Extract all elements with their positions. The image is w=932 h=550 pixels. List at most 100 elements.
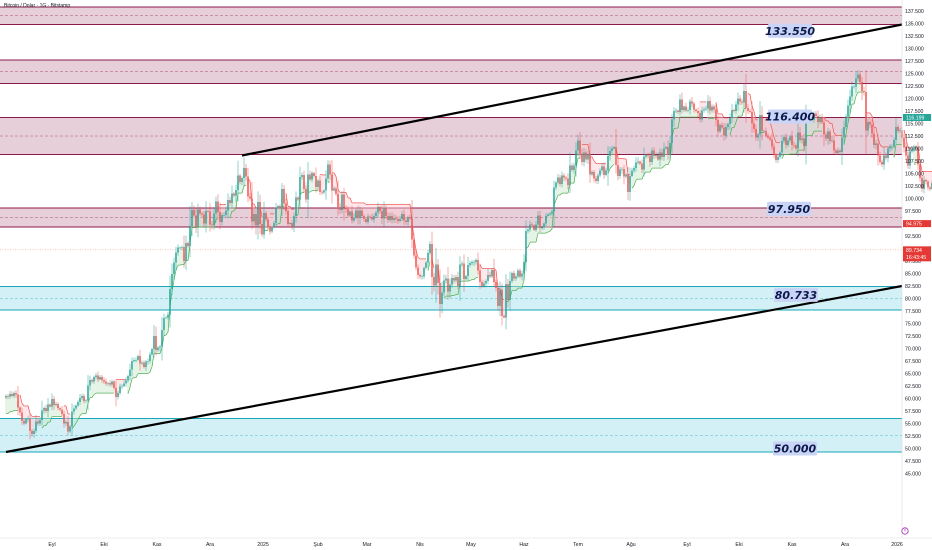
timezone-icon[interactable] [901,527,909,535]
candle-body [577,140,579,151]
supertrend-fill [695,110,697,118]
supertrend-line [493,268,497,271]
supertrend-fill [913,148,915,165]
candle-body [427,253,429,263]
candle-body [305,189,307,200]
supertrend-fill [277,206,279,224]
supertrend-fill [547,215,549,233]
candle-body [93,377,95,382]
candle-body [851,86,853,97]
supertrend-line [449,295,453,297]
candle-body [129,369,131,376]
supertrend-line [661,165,665,169]
y-axis-labels[interactable]: 137.500 135.000 132.500 130.000 127.500 125.0… [905,9,924,478]
candle-body [527,229,529,231]
supertrend-line [165,331,169,336]
x-axis-labels[interactable]: Eyl Eki Kas Ara 2025 Şub Mar Nis May Haz Tem Ağu Eyl… [48,542,902,548]
supertrend-line [555,194,559,201]
candle-body [167,314,169,318]
candle-body [751,112,753,124]
x-tick-label: Ara [206,542,214,548]
candle-body [351,211,353,221]
y-tick-label: 52.500 [905,434,921,440]
candle-body [581,153,583,162]
supertrend-fill [787,142,789,155]
supertrend-fill [355,202,357,214]
supertrend-fill [621,158,623,170]
candle-body [411,218,413,240]
candle-body [205,211,207,224]
supertrend-line [527,241,531,248]
candle-body [79,398,81,402]
candle-body [397,219,399,221]
candle-body [157,347,159,350]
candle-body [403,214,405,221]
candle-body [193,210,195,216]
candle-body [827,131,829,139]
supertrend-fill [395,204,397,219]
candle-body [489,275,491,277]
candle-body [119,386,121,393]
price-badge [903,246,931,262]
supertrend-line [847,114,851,124]
candle-body [819,117,821,122]
supertrend-fill [103,380,105,394]
candle-body [211,224,213,226]
candle-body [71,411,73,427]
y-tick-label: 100.000 [905,196,924,202]
y-tick-label: 80.000 [905,296,921,302]
supertrend-line [765,117,769,121]
candle-body [521,273,523,277]
supertrend-line [135,373,139,378]
candle-body [619,169,621,176]
supertrend-fill [825,120,827,137]
candle-body [49,404,51,407]
supertrend-fill [127,378,129,394]
x-tick-label: Kas [788,542,797,548]
supertrend-fill [57,406,59,417]
supertrend-fill [297,198,299,216]
supertrend-fill [55,404,57,417]
supertrend-fill [599,163,601,173]
candle-body [47,404,49,411]
candle-body [785,137,787,145]
candle-body [879,155,881,162]
x-tick-label: Kas [153,542,162,548]
candle-body [797,132,799,149]
candle-body [501,289,503,316]
price-badge [903,220,931,228]
candle-body [203,214,205,224]
supertrend-line [179,264,183,266]
candle-body [467,265,469,276]
supertrend-fill [77,403,79,420]
candle-body [9,394,11,397]
candle-body [221,215,223,222]
supertrend-fill [421,258,423,277]
supertrend-fill [645,155,647,173]
candle-body [29,419,31,431]
supertrend-line [175,264,179,271]
y-tick-label: 115.000 [905,121,923,127]
candle-body [387,216,389,220]
candle-body [875,143,877,145]
candle-body [481,282,483,286]
candle-body [377,207,379,213]
supertrend-line [87,397,91,404]
candle-body [423,268,425,277]
candle-body [333,188,335,191]
candle-body [321,192,323,193]
candle-body [137,356,139,360]
candle-body [439,283,441,304]
supertrend-fill [705,101,707,109]
candle-body [815,113,817,116]
supertrend-line [631,185,635,189]
candle-body [293,216,295,227]
candle-body [191,210,193,226]
zones-layer [0,6,902,453]
candle-body [899,130,901,132]
candle-body [359,210,361,218]
candle-body [891,147,893,148]
level-label: 97.950 [768,203,811,216]
candle-body [655,155,657,156]
